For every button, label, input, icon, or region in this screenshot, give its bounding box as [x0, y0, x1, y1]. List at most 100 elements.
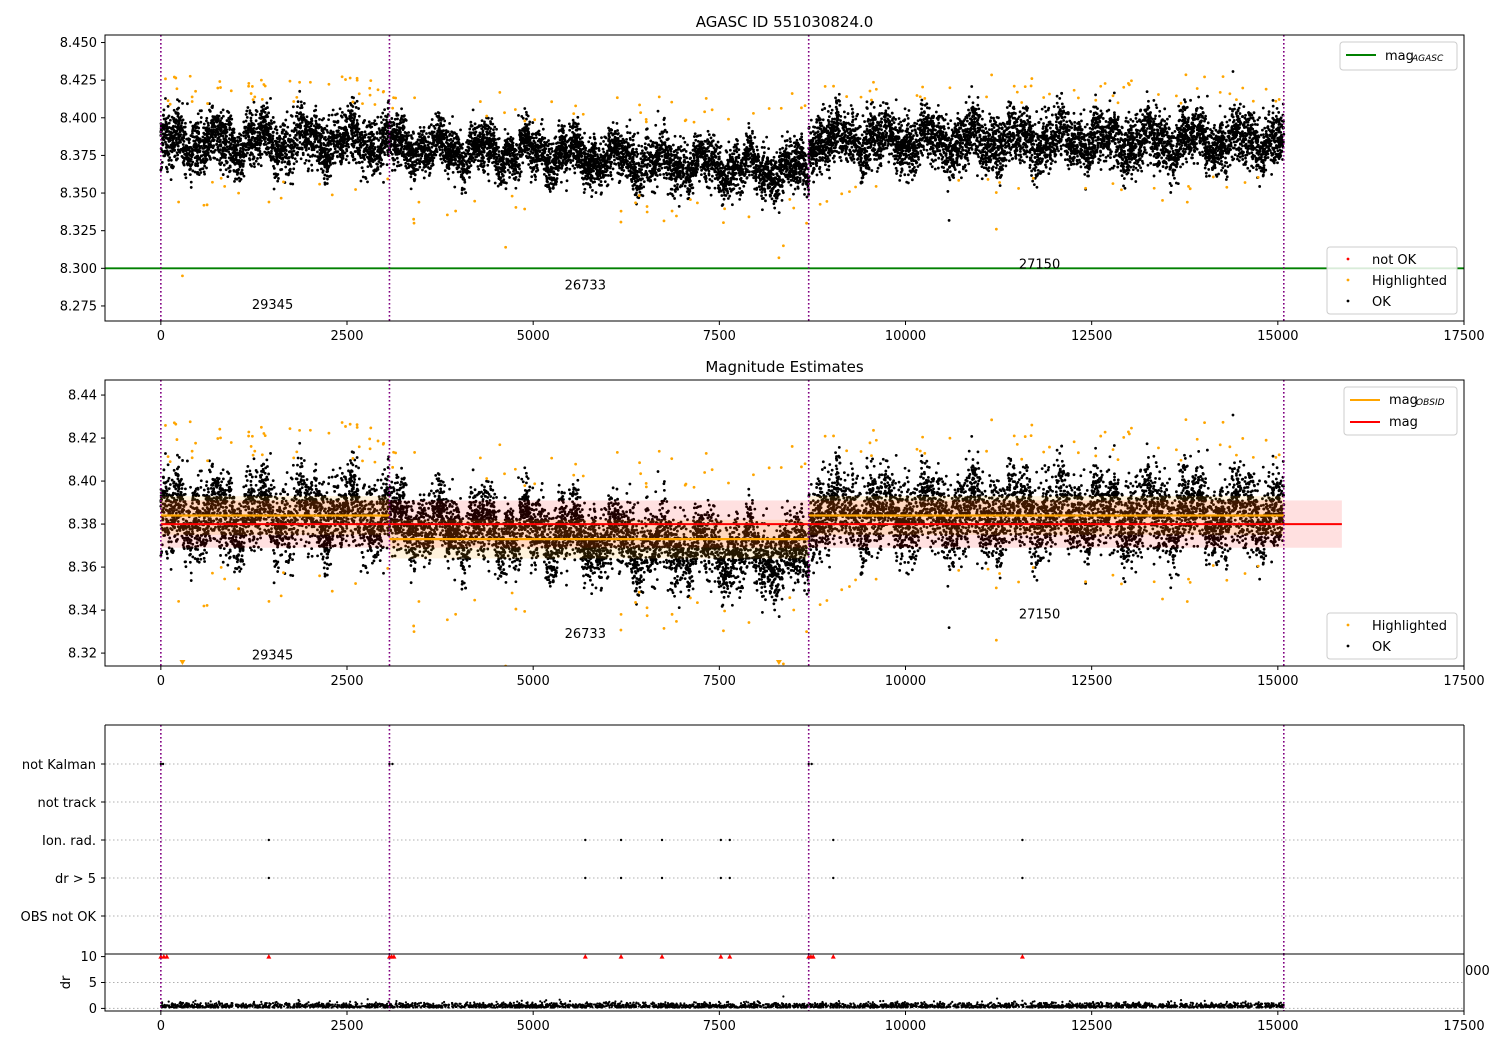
ok-point [366, 125, 369, 128]
ok-point [353, 157, 357, 161]
ok-point [728, 194, 732, 198]
ok-point [270, 121, 274, 125]
ok-point [464, 148, 468, 152]
ok-point [366, 151, 370, 155]
ok-point [292, 162, 296, 166]
ok-point [335, 129, 339, 133]
ok-point [360, 166, 364, 170]
ok-point [227, 156, 231, 160]
ok-point [625, 125, 629, 128]
ok-point [322, 117, 326, 120]
ok-point [363, 133, 367, 137]
ok-point [396, 160, 400, 164]
ok-point [204, 132, 208, 136]
ok-point [379, 161, 383, 165]
ok-point [216, 130, 220, 134]
ok-point [187, 148, 191, 152]
ok-point [618, 166, 622, 170]
ok-point [373, 123, 377, 127]
ok-point [352, 117, 356, 121]
ok-point [198, 149, 202, 153]
ok-point [349, 119, 353, 123]
ok-point [203, 140, 207, 144]
ok-point [232, 169, 236, 173]
ok-point [333, 147, 337, 151]
ok-point [361, 121, 365, 125]
ok-point [199, 120, 203, 124]
ok-point [346, 104, 350, 108]
ok-point [164, 121, 168, 125]
ok-point [297, 112, 301, 116]
ok-point [625, 148, 629, 151]
ok-point [228, 164, 232, 168]
ok-point [177, 99, 181, 103]
ok-point [290, 143, 294, 147]
ok-point [365, 140, 369, 143]
ok-point [178, 119, 182, 122]
ok-point [250, 113, 254, 117]
ok-point [250, 132, 254, 136]
ok-point [261, 136, 264, 139]
ok-point [379, 142, 383, 146]
ok-point [339, 138, 343, 141]
ok-point [196, 161, 200, 165]
ok-point [319, 141, 323, 145]
ok-point [182, 133, 186, 137]
ok-point [383, 108, 387, 112]
ok-point [704, 180, 708, 184]
ok-point [207, 137, 211, 141]
ok-point [287, 156, 291, 160]
ok-point [164, 133, 168, 137]
ok-point [220, 161, 224, 165]
ok-point [383, 126, 387, 130]
ok-point [355, 99, 359, 103]
ok-point [191, 148, 195, 152]
ok-point [378, 172, 382, 175]
ok-point [319, 137, 323, 140]
ok-point [319, 150, 323, 154]
ok-point [212, 122, 215, 126]
ok-point [722, 191, 726, 194]
ok-point [289, 182, 293, 186]
ok-point [162, 117, 166, 121]
ok-point [167, 121, 171, 125]
ok-point [722, 197, 726, 201]
ok-point [331, 161, 335, 165]
ok-point [219, 168, 222, 172]
ok-point [246, 106, 250, 109]
ok-point [264, 126, 267, 130]
ok-point [265, 128, 269, 132]
ok-point [174, 133, 178, 136]
ok-point [166, 116, 170, 120]
ok-point [226, 175, 230, 178]
ok-point [284, 155, 288, 159]
ok-point [246, 131, 250, 135]
ok-point [649, 179, 652, 183]
ok-point [349, 103, 353, 107]
ok-point [512, 169, 515, 173]
ok-point [167, 158, 171, 162]
ok-point [760, 161, 764, 165]
ok-point [357, 107, 360, 110]
ok-point [436, 111, 440, 114]
ok-point [331, 130, 335, 134]
ok-point [310, 163, 314, 167]
ok-point [272, 187, 276, 191]
ok-point [193, 129, 197, 133]
ok-point [244, 112, 248, 116]
ok-point [469, 131, 473, 135]
ok-point [212, 139, 216, 142]
ok-point [295, 111, 299, 115]
ok-point [782, 150, 786, 153]
ok-point [639, 182, 643, 186]
ok-point [218, 140, 222, 144]
ok-point [355, 119, 359, 122]
ok-point [443, 169, 447, 172]
ok-point [609, 171, 613, 174]
ok-point [227, 118, 231, 121]
ok-point [761, 208, 764, 212]
ok-point [246, 151, 249, 155]
ok-point [217, 149, 221, 153]
